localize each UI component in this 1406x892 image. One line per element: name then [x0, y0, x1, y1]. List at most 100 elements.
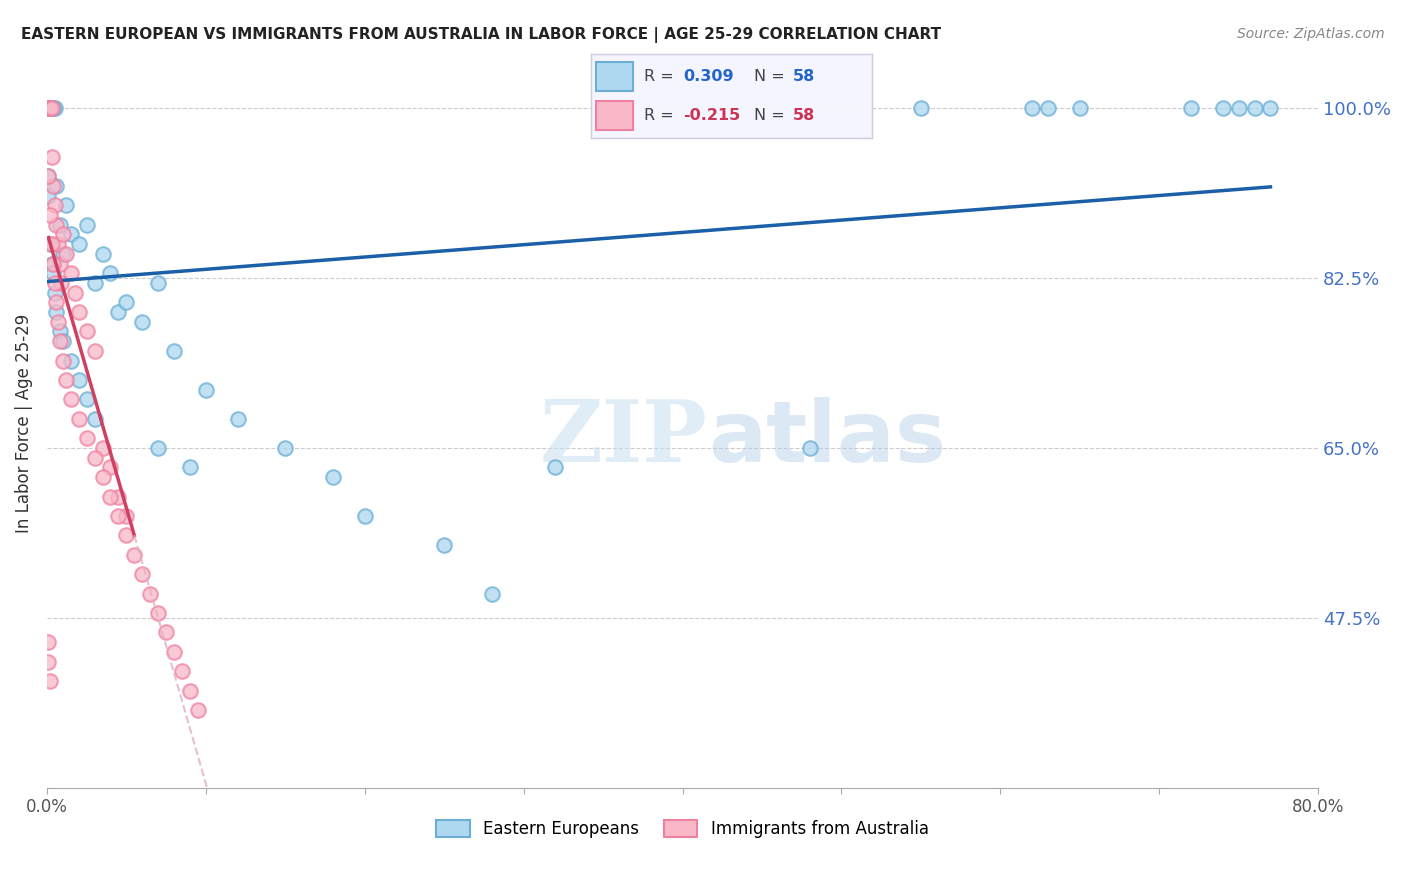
Point	[52, 247, 75, 261]
Text: N =: N =	[754, 108, 790, 123]
Point	[67, 237, 90, 252]
Point	[1212, 101, 1234, 115]
Point	[115, 528, 138, 542]
Point	[41, 256, 63, 270]
Point	[131, 315, 153, 329]
Point	[65, 285, 87, 300]
Point	[59, 227, 82, 242]
Point	[44, 276, 66, 290]
Point	[163, 343, 186, 358]
Point	[1180, 101, 1202, 115]
Point	[37, 101, 59, 115]
Point	[46, 237, 69, 252]
Point	[42, 256, 65, 270]
Point	[41, 101, 63, 115]
Text: 58: 58	[793, 69, 815, 84]
Point	[910, 101, 932, 115]
Text: R =: R =	[644, 69, 679, 84]
Point	[41, 150, 63, 164]
Point	[76, 325, 98, 339]
Text: 58: 58	[793, 108, 815, 123]
Text: ZIP: ZIP	[540, 396, 709, 480]
Point	[39, 101, 62, 115]
Point	[44, 285, 66, 300]
Point	[39, 101, 62, 115]
Point	[55, 198, 77, 212]
Point	[353, 508, 375, 523]
Text: Source: ZipAtlas.com: Source: ZipAtlas.com	[1237, 27, 1385, 41]
Text: atlas: atlas	[709, 397, 946, 480]
Point	[163, 645, 186, 659]
Point	[37, 101, 59, 115]
Bar	[596, 62, 633, 91]
Point	[322, 470, 344, 484]
Point	[67, 305, 90, 319]
Point	[42, 178, 65, 193]
Point	[155, 625, 177, 640]
Point	[107, 490, 129, 504]
Point	[83, 450, 105, 465]
Point	[41, 237, 63, 252]
Point	[48, 325, 70, 339]
Point	[1036, 101, 1059, 115]
Point	[76, 392, 98, 407]
Point	[39, 101, 62, 115]
Point	[45, 295, 67, 310]
Point	[45, 218, 67, 232]
Point	[179, 683, 201, 698]
Point	[44, 198, 66, 212]
Legend: Eastern Europeans, Immigrants from Australia: Eastern Europeans, Immigrants from Austr…	[430, 814, 935, 845]
Point	[481, 587, 503, 601]
Point	[37, 101, 59, 115]
Point	[91, 247, 114, 261]
Point	[46, 315, 69, 329]
Point	[39, 208, 62, 222]
Text: 0.309: 0.309	[683, 69, 734, 84]
Point	[48, 256, 70, 270]
Point	[1021, 101, 1043, 115]
Point	[37, 101, 59, 115]
Point	[52, 227, 75, 242]
Point	[146, 441, 169, 455]
Point	[45, 305, 67, 319]
Text: -0.215: -0.215	[683, 108, 741, 123]
Point	[1243, 101, 1265, 115]
Point	[55, 247, 77, 261]
Point	[37, 101, 59, 115]
Point	[48, 334, 70, 348]
Point	[37, 101, 59, 115]
Point	[42, 101, 65, 115]
Point	[41, 101, 63, 115]
Point	[67, 373, 90, 387]
Point	[48, 218, 70, 232]
Text: N =: N =	[754, 69, 790, 84]
Point	[52, 353, 75, 368]
Point	[100, 490, 122, 504]
Point	[91, 470, 114, 484]
Point	[76, 431, 98, 445]
Point	[37, 101, 59, 115]
Point	[107, 305, 129, 319]
Point	[179, 460, 201, 475]
Point	[45, 178, 67, 193]
Point	[544, 460, 567, 475]
Point	[83, 276, 105, 290]
Point	[100, 460, 122, 475]
Point	[37, 655, 59, 669]
Point	[131, 567, 153, 582]
Point	[433, 538, 456, 552]
Point	[59, 353, 82, 368]
Point	[799, 441, 821, 455]
Point	[52, 334, 75, 348]
Point	[39, 101, 62, 115]
Point	[274, 441, 297, 455]
Point	[170, 665, 193, 679]
Point	[37, 169, 59, 183]
Point	[83, 412, 105, 426]
Point	[37, 101, 59, 115]
Point	[76, 218, 98, 232]
Point	[39, 101, 62, 115]
Point	[83, 343, 105, 358]
Point	[115, 508, 138, 523]
Point	[37, 188, 59, 202]
